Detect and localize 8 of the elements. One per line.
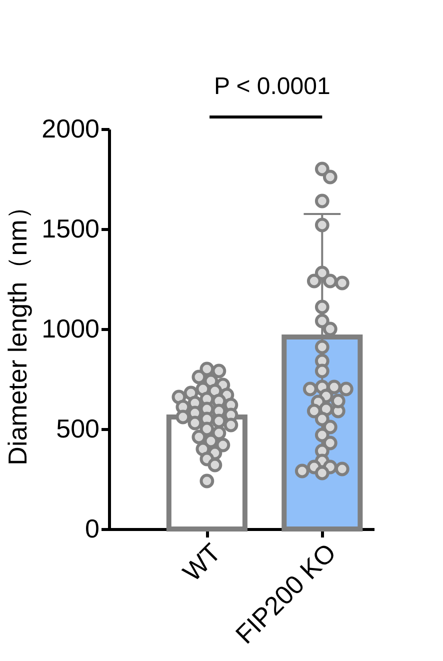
x-tick-label: WT [176,537,227,588]
y-tick-label: 500 [56,414,100,444]
y-tick-label: 1000 [42,314,100,344]
y-axis-title: Diameter length（nm） [2,194,33,466]
text: P < 0.0001 [214,73,330,100]
y-tick-label: 2000 [42,114,100,144]
y-tick-label: 0 [85,514,100,544]
y-tick-label: 1500 [42,214,100,244]
